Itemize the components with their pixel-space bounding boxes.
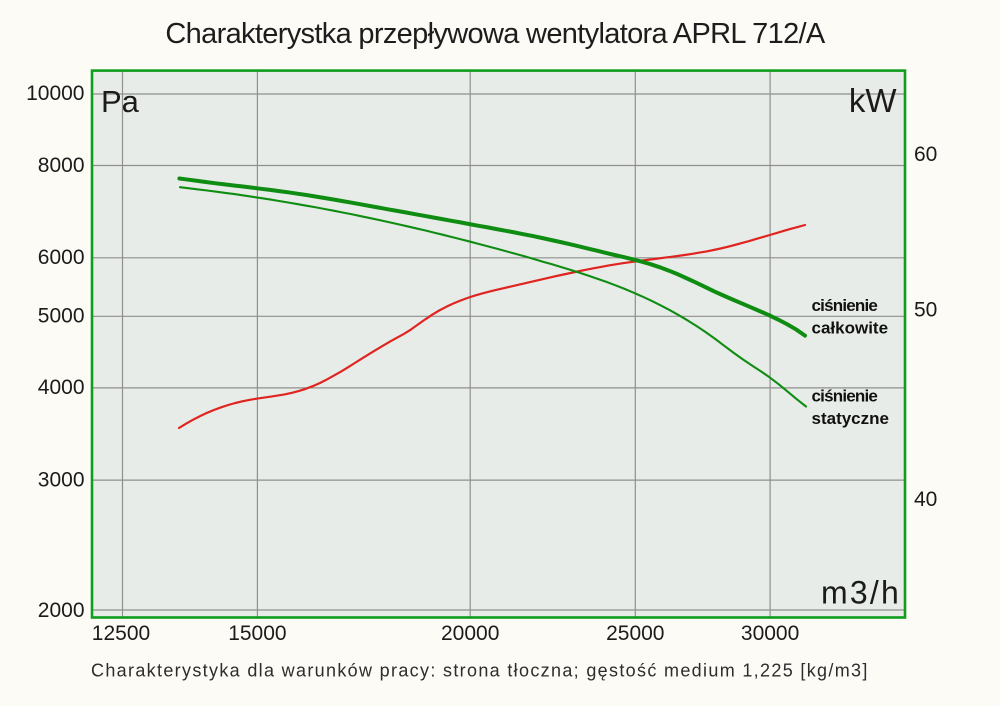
svg-text:5000: 5000	[38, 305, 85, 328]
svg-text:8000: 8000	[38, 154, 85, 177]
svg-text:2000: 2000	[38, 599, 85, 622]
svg-text:6000: 6000	[38, 246, 85, 269]
svg-text:Charakterystka przepływowa wen: Charakterystka przepływowa wentylatora A…	[165, 18, 826, 50]
svg-text:15000: 15000	[228, 622, 286, 645]
svg-text:całkowite: całkowite	[812, 319, 889, 338]
svg-text:Charakterystyka dla warunków p: Charakterystyka dla warunków pracy: stro…	[91, 661, 869, 681]
svg-text:25000: 25000	[606, 622, 664, 645]
svg-text:20000: 20000	[441, 622, 499, 645]
svg-text:50: 50	[914, 299, 937, 322]
svg-text:60: 60	[914, 143, 937, 166]
svg-text:12500: 12500	[92, 622, 150, 645]
svg-text:statyczne: statyczne	[812, 409, 889, 428]
svg-text:30000: 30000	[741, 622, 799, 645]
svg-text:m3/h: m3/h	[821, 575, 901, 611]
svg-text:kW: kW	[849, 82, 898, 119]
svg-text:40: 40	[914, 488, 937, 511]
svg-text:Pa: Pa	[101, 84, 140, 119]
svg-text:10000: 10000	[26, 82, 84, 105]
svg-text:4000: 4000	[38, 376, 85, 399]
svg-text:3000: 3000	[38, 469, 85, 492]
svg-text:ciśnienie: ciśnienie	[812, 387, 878, 406]
svg-text:ciśnienie: ciśnienie	[812, 296, 878, 315]
